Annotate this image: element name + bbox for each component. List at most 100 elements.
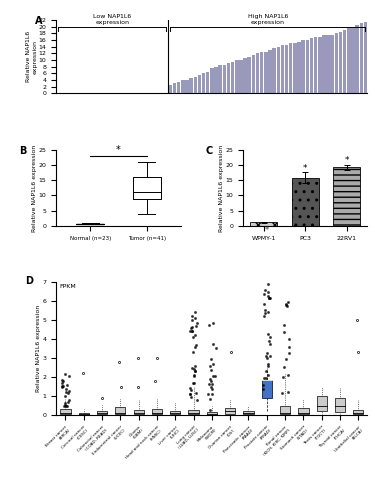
Bar: [302, 40, 305, 94]
Text: *: *: [265, 226, 269, 235]
Point: [210, 340, 216, 348]
Point: [193, 340, 199, 348]
Bar: [202, 74, 206, 94]
Bar: [97, 411, 107, 414]
Point: [262, 275, 268, 283]
Point: [187, 390, 193, 398]
Bar: [231, 62, 234, 94]
Point: [281, 363, 287, 371]
Point: [187, 384, 193, 392]
Bar: [185, 80, 189, 94]
Point: [283, 301, 289, 309]
Bar: [169, 85, 172, 94]
Bar: [285, 45, 288, 94]
Bar: [115, 408, 126, 414]
Point: [265, 258, 271, 266]
Point: [265, 362, 271, 370]
Point: [279, 388, 285, 396]
Point: [265, 288, 271, 296]
Point: [59, 378, 65, 386]
Bar: [252, 55, 255, 94]
Point: [60, 382, 66, 390]
Point: [192, 322, 198, 330]
Point: [209, 383, 214, 391]
Point: [210, 372, 216, 380]
Bar: [210, 68, 214, 94]
Point: [188, 386, 194, 394]
Point: [59, 376, 65, 384]
Y-axis label: Relative NAP1L6 expression: Relative NAP1L6 expression: [36, 305, 41, 392]
Point: [60, 402, 66, 410]
Bar: [79, 412, 89, 414]
Point: [188, 324, 194, 332]
Bar: [165, 93, 168, 94]
Bar: [250, 222, 277, 226]
Point: [262, 250, 268, 258]
Point: [194, 389, 200, 397]
Point: [192, 367, 198, 375]
Point: [192, 362, 198, 370]
Bar: [318, 36, 321, 94]
Bar: [280, 406, 290, 414]
Bar: [310, 38, 313, 94]
Point: [208, 366, 214, 374]
Point: [64, 381, 70, 389]
Bar: [256, 54, 259, 94]
Point: [266, 337, 272, 345]
Point: [192, 314, 198, 322]
Point: [266, 294, 272, 302]
Bar: [243, 58, 247, 94]
Point: [206, 390, 212, 398]
Point: [208, 377, 214, 385]
Bar: [314, 36, 317, 94]
Point: [191, 372, 197, 380]
Point: [261, 300, 267, 308]
Bar: [272, 48, 276, 94]
Point: [190, 333, 196, 341]
Bar: [243, 411, 254, 414]
Bar: [225, 408, 235, 414]
Y-axis label: Relative NAP1L6 expression: Relative NAP1L6 expression: [32, 144, 37, 232]
Text: A: A: [34, 16, 42, 26]
Bar: [227, 64, 230, 94]
Text: *: *: [303, 164, 307, 173]
Point: [280, 320, 286, 328]
Point: [189, 364, 195, 372]
Bar: [356, 25, 359, 94]
Point: [207, 394, 213, 402]
Bar: [152, 410, 162, 414]
Bar: [156, 93, 160, 94]
Y-axis label: Relative NAP1L6
expression: Relative NAP1L6 expression: [26, 31, 37, 82]
Text: *: *: [116, 146, 121, 156]
Bar: [292, 178, 319, 226]
Point: [66, 396, 72, 404]
Bar: [181, 80, 184, 94]
Point: [63, 402, 69, 410]
Bar: [316, 396, 327, 411]
Point: [282, 300, 288, 308]
Point: [264, 354, 270, 362]
Bar: [248, 56, 251, 94]
Bar: [297, 42, 301, 94]
Point: [285, 334, 291, 342]
Point: [261, 264, 267, 272]
Bar: [306, 40, 309, 94]
Point: [285, 372, 291, 380]
Point: [265, 360, 271, 368]
Point: [207, 362, 213, 370]
Y-axis label: Relative NAP1L6 expression: Relative NAP1L6 expression: [219, 144, 224, 232]
Point: [63, 388, 69, 396]
Bar: [198, 75, 201, 94]
Bar: [333, 168, 360, 226]
Point: [267, 255, 273, 263]
Point: [206, 322, 212, 330]
Point: [62, 392, 68, 400]
Point: [189, 327, 195, 335]
Point: [59, 383, 65, 391]
Point: [207, 375, 213, 383]
Bar: [206, 72, 210, 94]
Bar: [293, 44, 297, 94]
Bar: [235, 60, 238, 94]
Bar: [207, 412, 217, 414]
Bar: [189, 410, 199, 414]
